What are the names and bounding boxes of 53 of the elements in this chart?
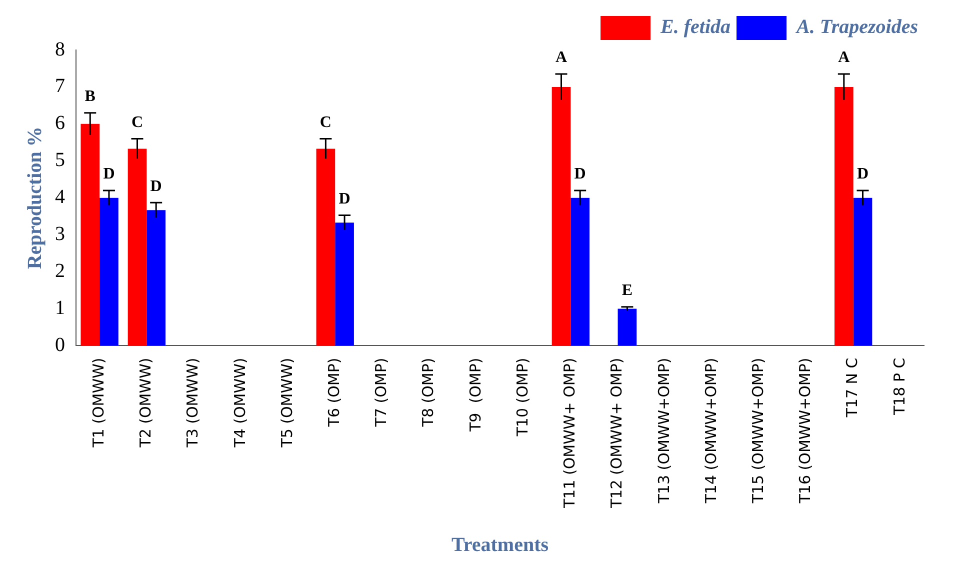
y-tick-label: 0 (55, 334, 65, 356)
x-tick-label: T14 (OMWW+OMP) (702, 358, 720, 504)
data-label: D (103, 166, 115, 183)
bar (853, 198, 872, 346)
data-label: D (150, 178, 162, 195)
y-tick-label: 4 (55, 186, 65, 208)
data-label: A (555, 49, 568, 66)
bar (834, 86, 854, 346)
y-tick-label: 6 (55, 112, 65, 134)
bar (335, 222, 354, 346)
x-tick-label: T13 (OMWW+OMP) (654, 358, 673, 504)
x-tick-label: T3 (OMWW) (184, 358, 202, 448)
bar (316, 148, 336, 346)
legend-label: A. Trapezoides (794, 16, 918, 38)
x-tick-label: T11 (OMWW+ OMP) (560, 358, 579, 509)
bar (80, 124, 100, 346)
x-tick-label: T17 N C (843, 358, 862, 418)
bar (100, 198, 118, 346)
y-tick-label: 2 (55, 260, 65, 282)
bar (146, 210, 166, 346)
x-tick-label: T8 (OMP) (419, 358, 438, 428)
x-tick-label: T9 (OMP) (466, 358, 484, 432)
data-label: B (84, 88, 96, 105)
bar (570, 198, 590, 346)
y-tick-label: 1 (55, 297, 65, 320)
y-tick-label: 3 (55, 223, 65, 246)
x-tick-label: T6 (OMP) (325, 358, 343, 428)
bar (552, 86, 571, 346)
x-tick-label: T7 (OMP) (372, 358, 390, 428)
bar (128, 148, 147, 346)
data-label: D (338, 190, 350, 208)
y-tick-label: 7 (55, 75, 65, 98)
y-axis-title: Reproduction % (24, 126, 46, 270)
legend-label: E. fetida (660, 16, 731, 38)
data-label: C (131, 114, 144, 131)
data-label: E (622, 282, 633, 300)
x-tick-label: T12 (OMWW+ OMP) (608, 358, 626, 509)
x-tick-label: T15 (OMWW+OMP) (749, 358, 767, 504)
y-tick-label: 5 (55, 149, 65, 172)
x-tick-label: T1 (OMWW) (89, 358, 108, 448)
data-label: A (838, 49, 850, 66)
bar (618, 308, 637, 346)
data-label: D (856, 166, 869, 183)
x-tick-label: T5 (OMWW) (278, 358, 296, 448)
x-tick-label: T16 (OMWW+OMP) (796, 358, 814, 504)
x-tick-label: T4 (OMWW) (230, 358, 249, 448)
x-tick-label: T18 P C (890, 358, 908, 416)
x-axis-title: Treatments (451, 534, 549, 556)
y-tick-label: 8 (55, 38, 65, 60)
data-label: D (574, 166, 586, 183)
x-tick-label: T10 (OMP) (513, 358, 532, 438)
x-tick-label: T2 (OMWW) (136, 358, 155, 448)
data-label: C (320, 114, 332, 131)
